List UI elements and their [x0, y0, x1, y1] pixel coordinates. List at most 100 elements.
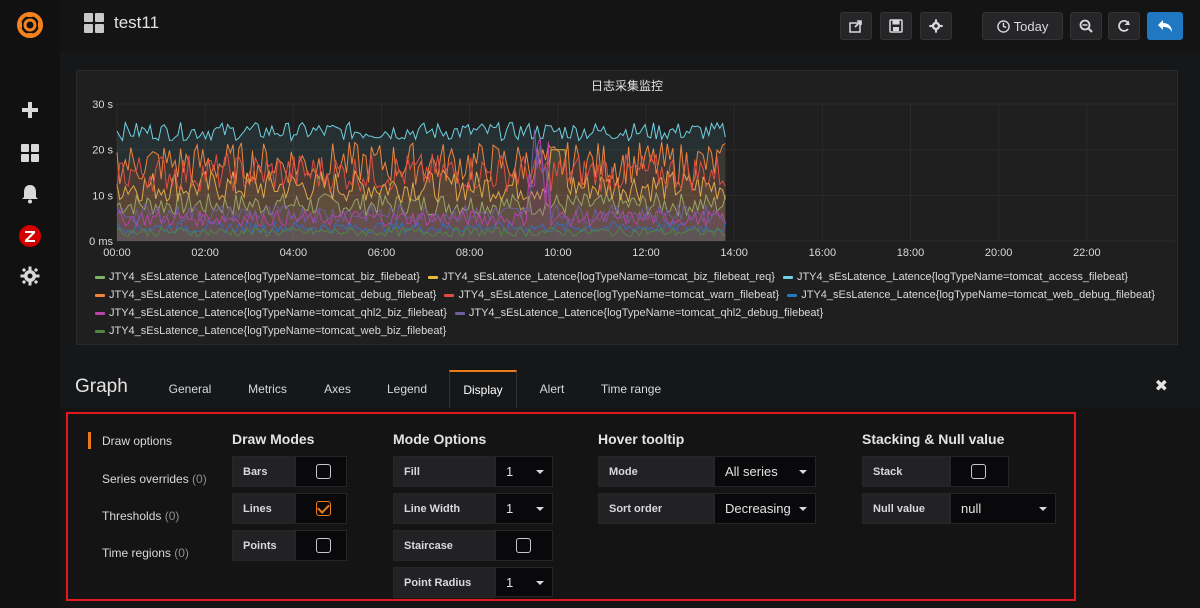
legend-item[interactable]: JTY4_sEsLatence_Latence{logTypeName=tomc… — [444, 286, 779, 304]
subnav-label: Series overrides — [102, 472, 189, 486]
refresh-button[interactable] — [1108, 12, 1140, 40]
bars-label: Bars — [232, 456, 295, 487]
clock-icon — [996, 19, 1010, 33]
refresh-icon — [1118, 20, 1130, 32]
settings-button[interactable] — [920, 12, 952, 40]
legend-swatch — [444, 293, 455, 297]
side-menu — [0, 0, 60, 608]
fill-label: Fill — [393, 456, 495, 487]
subnav-thresholds[interactable]: Thresholds (0) — [102, 509, 179, 523]
share-icon — [849, 20, 862, 33]
line-width-value: 1 — [496, 501, 552, 516]
zabbix-icon[interactable] — [18, 224, 42, 248]
checkbox-icon — [316, 464, 331, 479]
tab-general[interactable]: General — [168, 382, 212, 396]
x-tick-label: 08:00 — [456, 247, 484, 259]
x-tick-label: 14:00 — [720, 247, 748, 259]
legend-swatch — [95, 275, 105, 279]
time-range-label: Today — [1013, 18, 1049, 34]
save-button[interactable] — [880, 12, 912, 40]
navbar: test11 Today — [60, 0, 1200, 52]
subnav-series-overrides[interactable]: Series overrides (0) — [102, 472, 207, 486]
zoom-out-button[interactable] — [1070, 12, 1102, 40]
series-fill — [117, 129, 726, 241]
subnav-count: (0) — [192, 472, 207, 486]
share-button[interactable] — [840, 12, 872, 40]
gear-icon[interactable] — [18, 264, 42, 288]
stack-checkbox[interactable] — [950, 456, 1009, 487]
panel-title[interactable]: 日志采集监控 — [590, 79, 663, 93]
series-fill — [117, 122, 726, 241]
legend-item[interactable]: JTY4_sEsLatence_Latence{logTypeName=tomc… — [427, 268, 775, 286]
legend-item[interactable]: JTY4_sEsLatence_Latence{logTypeName=tomc… — [95, 322, 446, 340]
fill-select[interactable]: 1 — [495, 456, 553, 487]
lines-checkbox[interactable] — [295, 493, 347, 524]
subnav-time-regions[interactable]: Time regions (0) — [102, 546, 189, 560]
dashboard-title[interactable]: test11 — [84, 13, 159, 33]
tab-legend[interactable]: Legend — [386, 382, 428, 396]
tab-time-range[interactable]: Time range — [600, 382, 662, 396]
x-tick-label: 00:00 — [103, 247, 131, 259]
series-line — [116, 152, 726, 194]
close-icon[interactable]: ✖ — [1154, 378, 1168, 395]
x-tick-label: 20:00 — [985, 247, 1013, 259]
legend-swatch — [427, 275, 438, 279]
tab-display[interactable]: Display — [449, 370, 517, 408]
subnav-count: (0) — [174, 546, 189, 560]
series-line — [116, 138, 726, 228]
series-line — [116, 226, 726, 238]
legend-swatch — [95, 329, 105, 333]
time-picker-button[interactable]: Today — [982, 12, 1063, 40]
legend-item[interactable]: JTY4_sEsLatence_Latence{logTypeName=tomc… — [787, 286, 1155, 304]
subnav-label: Draw options — [102, 434, 173, 448]
graph-panel: 日志采集监控 00:00 02:00 04:00 06:00 08:00 10:00 12:… — [76, 70, 1178, 345]
legend-item[interactable]: JTY4_sEsLatence_Latence{logTypeName=tomc… — [95, 286, 436, 304]
stacking-title: Stacking & Null value — [862, 431, 1005, 447]
x-tick-label: 12:00 — [632, 247, 660, 259]
tab-metrics[interactable]: Metrics — [248, 382, 287, 396]
legend-item[interactable]: JTY4_sEsLatence_Latence{logTypeName=tomc… — [782, 268, 1128, 286]
sort-order-select[interactable]: Decreasing — [714, 493, 816, 524]
null-value-select[interactable]: null — [950, 493, 1056, 524]
legend-label: JTY4_sEsLatence_Latence{logTypeName=tomc… — [458, 289, 780, 301]
highlight-frame — [66, 412, 1076, 601]
staircase-checkbox[interactable] — [495, 530, 553, 561]
legend-item[interactable]: JTY4_sEsLatence_Latence{logTypeName=tomc… — [95, 304, 447, 322]
series-line — [116, 120, 726, 143]
legend-label: JTY4_sEsLatence_Latence{logTypeName=tomc… — [109, 271, 420, 283]
legend-label: JTY4_sEsLatence_Latence{logTypeName=tomc… — [801, 289, 1156, 301]
subnav-draw-options[interactable]: Draw options — [87, 432, 173, 449]
save-icon — [889, 19, 903, 33]
checked-checkbox-icon — [316, 501, 331, 516]
editor-title: Graph — [75, 376, 128, 397]
series-line — [116, 129, 726, 225]
point-radius-select[interactable]: 1 — [495, 567, 553, 597]
back-arrow-icon — [1158, 20, 1172, 32]
graph-legend: JTY4_sEsLatence_Latence{logTypeName=tomc… — [95, 268, 1175, 340]
legend-label: JTY4_sEsLatence_Latence{logTypeName=tomc… — [441, 271, 775, 283]
tooltip-mode-select[interactable]: All series — [714, 456, 816, 487]
tooltip-mode-label: Mode — [598, 456, 714, 487]
legend-item[interactable]: JTY4_sEsLatence_Latence{logTypeName=tomc… — [454, 304, 823, 322]
back-to-dashboard-button[interactable] — [1147, 12, 1183, 40]
panel-editor-header: Graph General Metrics Axes Legend Displa… — [60, 362, 1200, 408]
dashboards-icon[interactable] — [18, 141, 42, 165]
plus-icon[interactable] — [18, 98, 42, 122]
legend-label: JTY4_sEsLatence_Latence{logTypeName=tomc… — [109, 289, 437, 301]
grafana-logo-icon[interactable] — [14, 9, 46, 41]
tab-alert[interactable]: Alert — [539, 382, 565, 396]
caret-down-icon — [536, 470, 544, 474]
graph-canvas[interactable]: 00:00 02:00 04:00 06:00 08:00 10:00 12:00 14:00… — [77, 71, 1179, 271]
x-tick-label: 16:00 — [809, 247, 837, 259]
bars-checkbox[interactable] — [295, 456, 347, 487]
points-checkbox[interactable] — [295, 530, 347, 561]
checkbox-icon — [516, 538, 531, 553]
legend-item[interactable]: JTY4_sEsLatence_Latence{logTypeName=tomc… — [95, 268, 420, 286]
line-width-select[interactable]: 1 — [495, 493, 553, 524]
x-tick-label: 18:00 — [897, 247, 925, 259]
series-line — [116, 141, 726, 187]
bell-icon[interactable] — [18, 182, 42, 206]
tab-axes[interactable]: Axes — [324, 382, 351, 396]
series-line — [116, 220, 726, 235]
staircase-label: Staircase — [393, 530, 495, 561]
